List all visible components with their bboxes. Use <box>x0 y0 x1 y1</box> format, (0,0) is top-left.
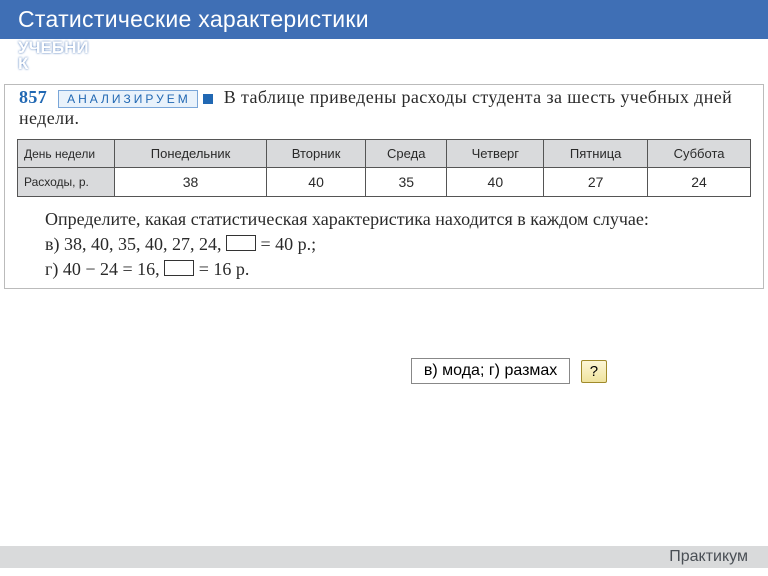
subtitle-l2: К <box>18 54 28 73</box>
table-data-row: Расходы, р. 38 40 35 40 27 24 <box>18 168 751 197</box>
analyze-badge: АНАЛИЗИРУЕМ <box>58 87 215 108</box>
reveal-button[interactable]: ? <box>581 360 607 383</box>
th-wed: Среда <box>366 140 447 168</box>
th-day: День недели <box>18 140 115 168</box>
problem-intro: 857 АНАЛИЗИРУЕМ В таблице приведены расх… <box>5 85 763 135</box>
badge-square-icon <box>203 94 213 104</box>
td-mon: 38 <box>115 168 267 197</box>
slide-header: Статистические характеристики <box>0 0 768 39</box>
td-sat: 24 <box>648 168 751 197</box>
td-fri: 27 <box>544 168 648 197</box>
th-fri: Пятница <box>544 140 648 168</box>
td-wed: 35 <box>366 168 447 197</box>
th-mon: Понедельник <box>115 140 267 168</box>
slide-title: Статистические характеристики <box>18 6 369 32</box>
subtitle: УЧЕБНИ К <box>18 40 89 72</box>
th-tue: Вторник <box>267 140 366 168</box>
td-thu: 40 <box>447 168 544 197</box>
answer-row: в) мода; г) размах ? <box>0 358 768 384</box>
task-g-post: = 16 р. <box>194 259 249 279</box>
footer: Практикум <box>0 546 768 568</box>
task-v-pre: в) 38, 40, 35, 40, 27, 24, <box>45 234 226 254</box>
answer-text: в) мода; г) размах <box>411 358 570 384</box>
table-header-row: День недели Понедельник Вторник Среда Че… <box>18 140 751 168</box>
expense-table: День недели Понедельник Вторник Среда Че… <box>17 139 751 197</box>
task-v-post: = 40 р.; <box>256 234 316 254</box>
task-g-pre: г) 40 − 24 = 16, <box>45 259 164 279</box>
subtitle-l1: УЧЕБНИ <box>18 38 89 57</box>
blank-box-icon <box>226 235 256 251</box>
th-thu: Четверг <box>447 140 544 168</box>
blank-box-icon <box>164 260 194 276</box>
problem-number: 857 <box>19 87 47 107</box>
footer-text: Практикум <box>669 548 748 565</box>
problem-scan: 857 АНАЛИЗИРУЕМ В таблице приведены расх… <box>4 84 764 289</box>
td-rowlabel: Расходы, р. <box>18 168 115 197</box>
task-prompt: Определите, какая статистическая характе… <box>45 209 649 229</box>
th-sat: Суббота <box>648 140 751 168</box>
td-tue: 40 <box>267 168 366 197</box>
tasks: Определите, какая статистическая характе… <box>5 205 763 282</box>
analyze-badge-text: АНАЛИЗИРУЕМ <box>58 90 198 108</box>
